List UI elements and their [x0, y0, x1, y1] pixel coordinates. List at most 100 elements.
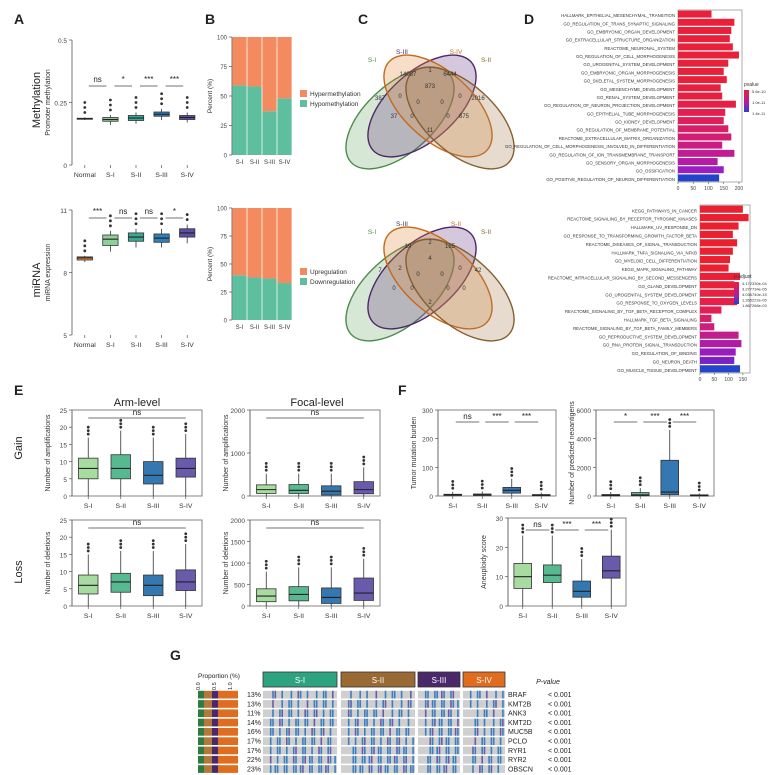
mutation-mark — [281, 709, 283, 718]
mutation-mark — [299, 690, 302, 699]
group-label: S-I — [295, 676, 305, 685]
bar-GO_EXTRACELLULAR_STRUCTURE_ORGANIZATION — [678, 35, 730, 43]
outlier-point — [109, 103, 112, 107]
mutation-mark — [486, 709, 488, 718]
proportion-segment — [218, 765, 238, 773]
mutation-mark — [357, 709, 359, 718]
proportion-segment — [198, 728, 204, 736]
outlier-point — [109, 214, 112, 218]
outlier-point — [297, 555, 301, 559]
row-title-gain: Gain — [13, 436, 25, 459]
mutation-mark — [368, 755, 371, 764]
category-label: GO_NEURON_DEATH — [653, 359, 697, 364]
gene-percent: 23% — [247, 766, 261, 773]
mutation-mark — [450, 709, 452, 718]
category-label: GO_SENSORY_ORGAN_MORPHOGENESIS — [586, 161, 675, 166]
outlier-point — [264, 468, 268, 472]
outlier-point — [480, 479, 484, 483]
mutation-track — [263, 709, 337, 718]
mutation-mark — [334, 755, 336, 764]
venn-c-top: S-I S-III S-IV S-II 14087 6444 873 1 387 2016 0 0 0 0… — [345, 49, 515, 170]
outlier-point — [151, 542, 155, 546]
venn-set-1 — [367, 226, 477, 330]
mutation-mark — [429, 746, 432, 755]
outlier-point — [184, 429, 188, 433]
mutation-mark — [327, 755, 329, 764]
bar-HALLMARK_TGF_BETA_SIGNALING — [700, 314, 712, 322]
bar-Hypermethylation-S-I — [232, 37, 247, 86]
outlier-point — [329, 465, 333, 469]
y-tick-label: 0 — [587, 494, 591, 501]
mutation-mark — [429, 728, 432, 736]
mutation-mark — [441, 700, 443, 708]
mutation-mark — [476, 728, 479, 736]
mutation-mark — [436, 746, 438, 755]
mutation-mark — [472, 765, 474, 773]
mutation-mark — [380, 755, 382, 764]
category-label: GO_REGULATION_OF_ION_TRANSMEMBRANE_TRANS… — [549, 152, 675, 157]
mutation-mark — [311, 765, 313, 773]
mutation-mark — [476, 690, 479, 699]
mutation-mark — [306, 690, 309, 699]
legend-label: 1.0e-11 — [752, 100, 766, 105]
y-tick-label: 20 — [60, 425, 68, 432]
mutation-mark — [398, 728, 401, 736]
mutation-mark — [452, 700, 455, 708]
outlier-point — [297, 461, 301, 465]
mutation-mark — [447, 755, 450, 764]
mutation-mark — [474, 728, 477, 736]
venn-set-0 — [345, 238, 455, 342]
x-tick-label: S-III — [506, 503, 519, 510]
mutation-mark — [407, 728, 410, 736]
outlier-point — [609, 521, 613, 525]
outlier-point — [185, 101, 189, 104]
mutation-mark — [441, 728, 443, 736]
gene-percent: 22% — [247, 757, 261, 764]
outlier-point — [184, 539, 188, 543]
outlier-point — [109, 219, 112, 223]
y-tick-label: 0 — [241, 494, 245, 501]
mutation-mark — [443, 709, 445, 718]
mutation-mark — [313, 709, 316, 718]
mutation-mark — [445, 755, 448, 764]
mutation-mark — [412, 765, 414, 773]
mutation-mark — [366, 709, 368, 718]
legend-label: 4.172330e-04 — [742, 281, 767, 286]
venn-count: 185 — [445, 244, 456, 250]
significance-label: * — [624, 412, 627, 421]
category-label: GO_KIDNEY_DEVELOPMENT — [615, 120, 675, 125]
mutation-mark — [410, 765, 412, 773]
mutation-mark — [447, 709, 450, 718]
mutation-mark — [389, 728, 391, 736]
mutation-mark — [327, 765, 329, 773]
mutation-mark — [499, 728, 502, 736]
mutation-mark — [373, 746, 375, 755]
category-label: REACTOME_SIGNALING_BY_TGF_BETA_FAMILY_ME… — [573, 326, 697, 331]
y-tick-label: 500 — [234, 583, 245, 590]
mutation-mark — [474, 755, 477, 764]
outlier-point — [668, 418, 672, 421]
mutation-track — [263, 728, 337, 736]
group-header-S-I — [262, 671, 338, 688]
mutation-mark — [382, 728, 384, 736]
box-S-III — [321, 485, 342, 496]
y-tick-label: 15 — [60, 442, 68, 449]
venn-count: 387 — [375, 96, 386, 102]
venn-count: 0 — [416, 100, 420, 106]
x-tick-label: S-III — [155, 342, 168, 349]
outlier-point — [160, 217, 164, 221]
mutation-mark — [276, 755, 279, 764]
mutation-mark — [272, 718, 274, 727]
mutation-mark — [396, 765, 398, 773]
mutation-mark — [347, 728, 350, 736]
outlier-point — [697, 481, 701, 485]
mutation-mark — [347, 700, 350, 708]
boxplot-f-0: 0 100 200 300 Tumor mutation burden S-I S-II S-… — [411, 408, 557, 510]
mutation-mark — [311, 737, 313, 745]
mutation-mark — [306, 718, 309, 727]
panel-letter-C: C — [358, 11, 368, 27]
x-tick-label: S-IV — [279, 325, 291, 331]
significance-label: *** — [562, 520, 571, 529]
outlier-point — [580, 547, 584, 550]
mutation-mark — [354, 755, 357, 764]
